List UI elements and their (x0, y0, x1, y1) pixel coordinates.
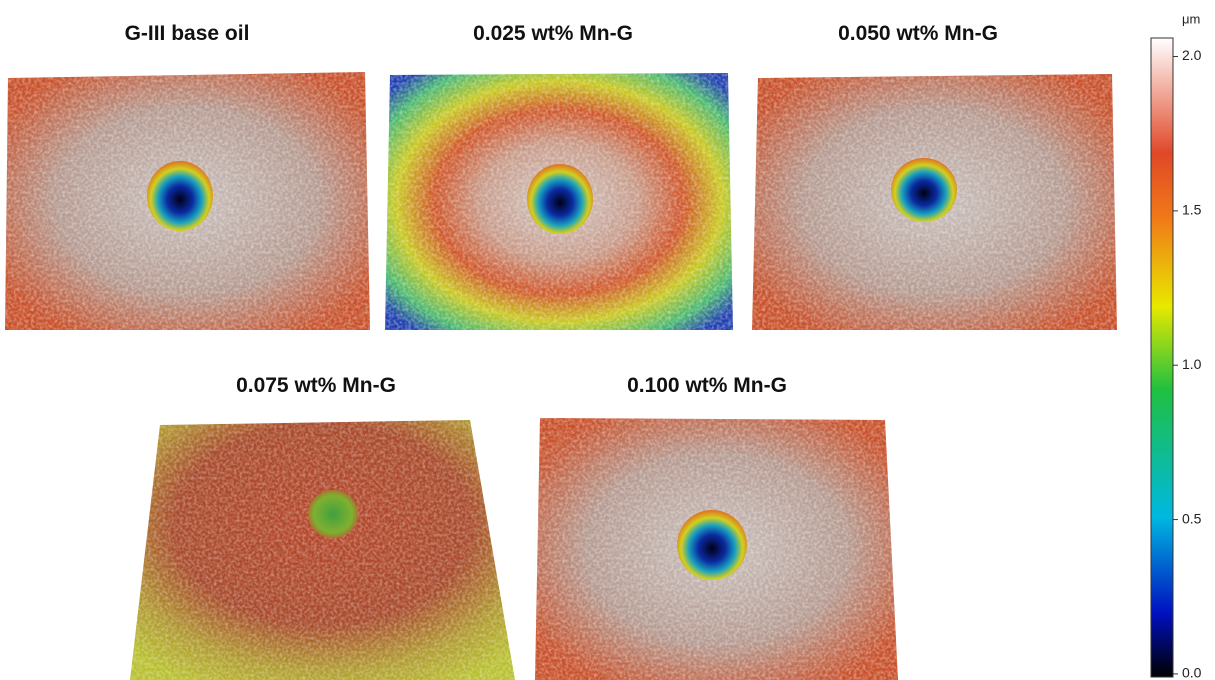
panel (385, 73, 733, 330)
panel (130, 420, 515, 680)
panel-title: 0.075 wt% Mn-G (236, 374, 396, 397)
tick-label: 2.0 (1182, 47, 1202, 63)
wear-scar (308, 490, 358, 538)
wear-scar (677, 510, 747, 580)
wear-scar (891, 158, 957, 222)
tick-label: 0.5 (1182, 510, 1202, 526)
panel-title: 0.050 wt% Mn-G (838, 22, 998, 45)
texture (130, 420, 515, 680)
tick-label: 1.0 (1182, 356, 1202, 372)
panel-title: G-III base oil (125, 22, 250, 45)
colorbar-unit: μm (1182, 11, 1200, 26)
panel-title: 0.025 wt% Mn-G (473, 22, 633, 45)
figure: μm G-III base oil 0.025 wt% Mn-G 0.050 wt%… (0, 0, 1215, 680)
panel (5, 72, 370, 330)
panel (535, 418, 898, 680)
wear-scar (527, 164, 593, 234)
tick-label: 1.5 (1182, 202, 1202, 218)
panel (752, 74, 1117, 330)
panel-title: 0.100 wt% Mn-G (627, 374, 787, 397)
tick-label: 0.0 (1182, 665, 1202, 680)
wear-scar (147, 161, 213, 231)
colorbar (1151, 38, 1173, 677)
